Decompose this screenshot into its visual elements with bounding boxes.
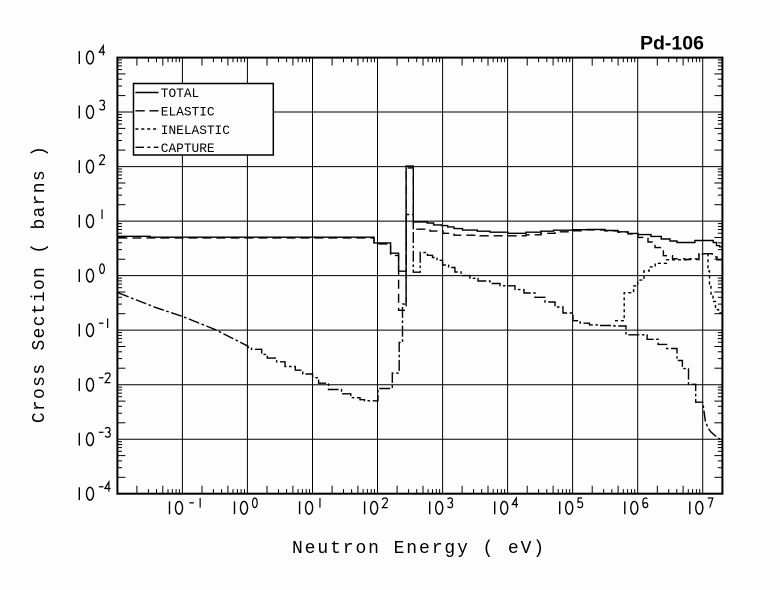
svg-text:CAPTURE: CAPTURE [161,141,215,156]
svg-text:Pd-106: Pd-106 [640,33,704,55]
svg-text:Cross Section ( barns ): Cross Section ( barns ) [30,145,50,423]
svg-text:TOTAL: TOTAL [161,86,199,101]
svg-text:INELASTIC: INELASTIC [161,123,230,138]
svg-text:ELASTIC: ELASTIC [161,105,215,120]
svg-text:Neutron Energy ( eV): Neutron Energy ( eV) [292,539,546,559]
